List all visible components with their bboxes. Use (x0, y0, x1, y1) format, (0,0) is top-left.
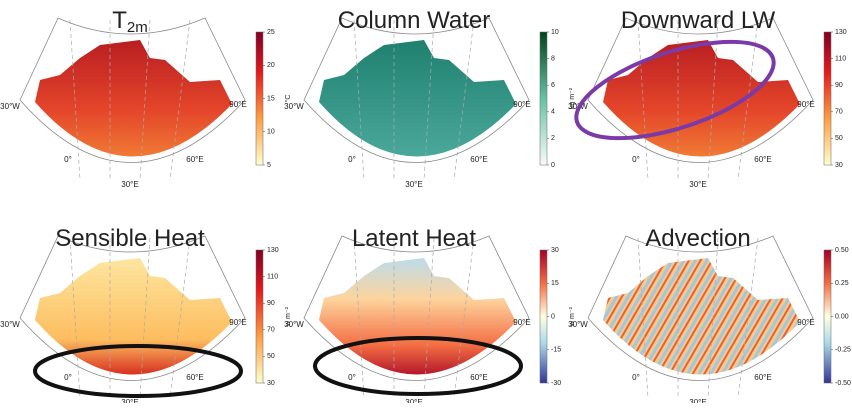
lon-label: 30°E (689, 180, 706, 189)
title-text: Sensible Heat (55, 225, 205, 252)
colorbar-tick-label: 30 (267, 380, 275, 387)
lon-label: 30°E (405, 398, 422, 403)
title-text: Advection (645, 225, 750, 252)
colorbar-tick-label: 110 (267, 273, 278, 280)
colorbar-tick-label: 50 (835, 135, 843, 142)
colorbar-tick-label: 90 (267, 300, 275, 307)
lon-label: 90°E (797, 100, 814, 109)
colorbar-tick-label: -0.50 (835, 380, 851, 387)
colorbar-tick-label: 15 (551, 280, 559, 287)
lon-label: 30°W (0, 320, 20, 329)
colorbar-tick-label: 70 (835, 109, 843, 116)
lon-label: 0° (64, 373, 72, 382)
title-subscript: 2m (127, 19, 148, 36)
lon-label: 30°W (0, 102, 20, 111)
colorbar (540, 250, 547, 383)
figure: T2m30°W0°30°E60°E90°E510152025°CColumn W… (0, 0, 852, 403)
colorbar-tick-label: 6 (551, 82, 555, 89)
colorbar-tick-label: 5 (267, 162, 271, 169)
colorbar (824, 32, 831, 165)
lon-label: 60°E (186, 155, 203, 164)
colorbar-tick-label: 20 (267, 62, 275, 69)
lon-label: 90°E (513, 100, 530, 109)
panel-title: Advection (645, 225, 750, 252)
colorbar-tick-label: 30 (835, 162, 843, 169)
lon-label: 30°E (121, 180, 138, 189)
panel: Latent Heat 30°W 0° 30°E 60°E 90°E -30 -15 0 15 30… (284, 225, 576, 403)
lon-label: 0° (64, 155, 72, 164)
lon-label: 30°E (689, 398, 706, 403)
panel-title: T2m (112, 7, 148, 36)
panel-title: Sensible Heat (55, 225, 205, 252)
colorbar-tick-label: -15 (551, 347, 561, 354)
colorbar-tick-label: 0 (551, 313, 555, 320)
colorbar-tick-label: 130 (835, 29, 847, 36)
lon-label: 30°W (284, 102, 304, 111)
lon-label: 30°W (568, 320, 588, 329)
title-text: Latent Heat (352, 225, 476, 252)
colorbar-tick-label: 70 (267, 327, 275, 334)
colorbar-tick-label: 10 (267, 129, 275, 136)
lon-label: 0° (632, 373, 640, 382)
title-text: T (112, 7, 127, 34)
lon-label: 60°E (754, 155, 771, 164)
panel: Sensible Heat 30°W 0° 30°E 60°E 90°E 30 50 70 90 1… (0, 225, 292, 403)
lon-label: 90°E (513, 318, 530, 327)
colorbar-tick-label: 15 (267, 95, 275, 102)
title-text: Column Water (338, 7, 490, 34)
title-text: Downward LW (621, 7, 776, 34)
colorbar-tick-label: 8 (551, 55, 555, 62)
colorbar-tick-label: 50 (267, 353, 275, 360)
panel-title: Downward LW (621, 7, 776, 34)
colorbar-tick-label: 0.00 (835, 313, 849, 320)
colorbar-tick-label: 25 (267, 29, 275, 36)
panel: Advection 30°W 0° 30°E 60°E 90°E -0.50 -0.25 0.0… (568, 225, 852, 403)
colorbar-tick-label: 0.50 (835, 247, 849, 254)
lon-label: 60°E (186, 373, 203, 382)
lon-label: 0° (348, 155, 356, 164)
colorbar-tick-label: -30 (551, 380, 561, 387)
colorbar-tick-label: 110 (835, 55, 846, 62)
colorbar (256, 32, 263, 165)
lon-label: 0° (632, 155, 640, 164)
lon-label: 90°E (229, 318, 246, 327)
colorbar (256, 250, 263, 383)
colorbar-tick-label: 10 (551, 29, 559, 36)
lon-label: 90°E (229, 100, 246, 109)
colorbar (824, 250, 831, 383)
lon-label: 60°E (754, 373, 771, 382)
colorbar-tick-label: 130 (267, 247, 279, 254)
colorbar-tick-label: 30 (551, 247, 559, 254)
panel: Column Water30°W0°30°E60°E90°E0246810kg … (284, 7, 576, 189)
lon-label: 0° (348, 373, 356, 382)
colorbar-tick-label: -0.25 (835, 347, 851, 354)
lon-label: 30°E (121, 398, 138, 403)
colorbar-tick-label: 0.25 (835, 280, 849, 287)
lon-label: 90°E (797, 318, 814, 327)
colorbar-tick-label: 4 (551, 109, 555, 116)
lon-label: 60°E (470, 373, 487, 382)
lon-label: 30°W (284, 320, 304, 329)
colorbar-tick-label: 0 (551, 162, 555, 169)
colorbar-tick-label: 2 (551, 135, 555, 142)
panel-title: Latent Heat (352, 225, 476, 252)
panel: Downward LW30°W0°30°E60°E90°E30507090110… (568, 7, 852, 189)
panel-title: Column Water (338, 7, 490, 34)
lon-label: 60°E (470, 155, 487, 164)
lon-label: 30°E (405, 180, 422, 189)
colorbar (540, 32, 547, 165)
colorbar-tick-label: 90 (835, 82, 843, 89)
